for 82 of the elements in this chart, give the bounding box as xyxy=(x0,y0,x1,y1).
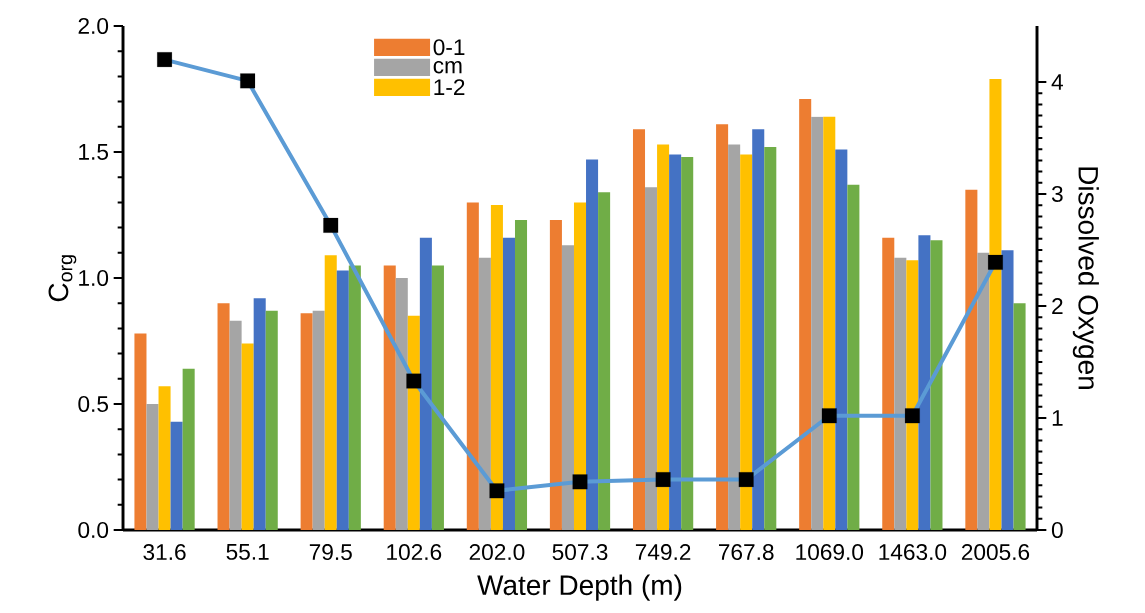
bar xyxy=(407,315,420,530)
bar xyxy=(1001,250,1014,530)
legend-label: cm xyxy=(433,60,462,74)
bar xyxy=(383,265,396,530)
bar xyxy=(598,192,611,530)
y2-tick-label: 4 xyxy=(1051,74,1063,90)
bar xyxy=(716,124,729,530)
bar xyxy=(265,310,278,530)
bar xyxy=(229,320,242,530)
bar xyxy=(253,298,266,530)
y-tick-label: 0.5 xyxy=(78,395,109,413)
bar xyxy=(882,237,895,530)
bar xyxy=(764,146,777,530)
bar xyxy=(965,189,978,530)
x-tick-label: 767.8 xyxy=(719,544,774,561)
bar xyxy=(989,78,1002,530)
bar xyxy=(657,144,670,530)
bar xyxy=(561,245,574,530)
bar xyxy=(669,154,682,530)
bar xyxy=(514,220,528,530)
bar xyxy=(752,129,765,530)
bar xyxy=(894,257,907,530)
bar xyxy=(728,144,741,530)
bar xyxy=(478,257,491,530)
x-tick-label: 749.2 xyxy=(635,544,691,561)
y2-tick-label: 1 xyxy=(1052,410,1063,426)
x-tick-label: 202.0 xyxy=(469,544,525,561)
x-axis-title: Water Depth (m) xyxy=(477,574,682,601)
bar xyxy=(241,343,254,530)
bar xyxy=(146,403,159,530)
bar xyxy=(431,265,444,530)
bar xyxy=(336,270,349,530)
x-tick-label: 102.6 xyxy=(387,544,442,561)
bar xyxy=(182,368,195,530)
bar xyxy=(170,421,183,530)
y2-tick-label: 0 xyxy=(1051,521,1063,539)
x-tick-label: 55.1 xyxy=(226,544,269,560)
bar xyxy=(300,313,313,530)
y2-axis-title: Dissolved Oxygen xyxy=(1072,167,1099,389)
bar xyxy=(586,159,599,530)
bar xyxy=(419,237,432,530)
bar xyxy=(395,277,408,530)
y-axis-title: C$_{org}$ xyxy=(48,255,77,302)
bar xyxy=(573,202,587,530)
x-tick-label: 507.3 xyxy=(552,544,608,561)
bar xyxy=(847,184,860,530)
x-tick-label: 79.5 xyxy=(309,544,352,561)
bar xyxy=(466,202,479,530)
bar xyxy=(217,303,230,530)
bar xyxy=(490,204,503,530)
y2-tick-label: 3 xyxy=(1051,185,1063,203)
bar xyxy=(549,220,562,530)
bar xyxy=(681,157,694,530)
bar xyxy=(918,235,931,530)
bar xyxy=(632,129,646,530)
bar xyxy=(823,116,836,530)
bar xyxy=(324,255,337,530)
bar xyxy=(1013,303,1026,530)
bar xyxy=(158,386,171,530)
y-tick-label: 1.5 xyxy=(79,144,109,160)
x-tick-label: 31.6 xyxy=(143,544,186,561)
bar xyxy=(312,310,325,530)
y-tick-label: 0.0 xyxy=(78,521,109,539)
bar xyxy=(502,237,515,530)
bar xyxy=(811,116,824,530)
bar xyxy=(645,187,658,530)
bar xyxy=(835,149,848,530)
legend-label: 0-1 xyxy=(433,39,465,56)
bar xyxy=(740,154,753,530)
bar xyxy=(906,260,919,530)
bar xyxy=(930,240,943,530)
y-tick-label: 1.0 xyxy=(79,269,109,287)
bar xyxy=(348,265,361,530)
y-tick-label: 2.0 xyxy=(78,17,109,35)
x-tick-label: 1069.0 xyxy=(796,544,864,561)
x-tick-label: 1463.0 xyxy=(879,544,947,561)
bar xyxy=(799,99,812,530)
legend-label: 1-2 xyxy=(434,79,465,95)
bar xyxy=(977,252,990,530)
bar xyxy=(134,333,147,530)
x-tick-label: 2005.6 xyxy=(961,544,1030,561)
y2-tick-label: 2 xyxy=(1052,298,1063,314)
